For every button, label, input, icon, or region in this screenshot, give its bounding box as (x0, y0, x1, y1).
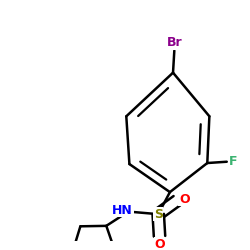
Text: F: F (229, 155, 237, 168)
Text: S: S (154, 208, 163, 221)
Text: Br: Br (166, 36, 182, 49)
Text: O: O (179, 193, 190, 206)
Text: HN: HN (112, 204, 133, 217)
Text: O: O (154, 238, 165, 250)
